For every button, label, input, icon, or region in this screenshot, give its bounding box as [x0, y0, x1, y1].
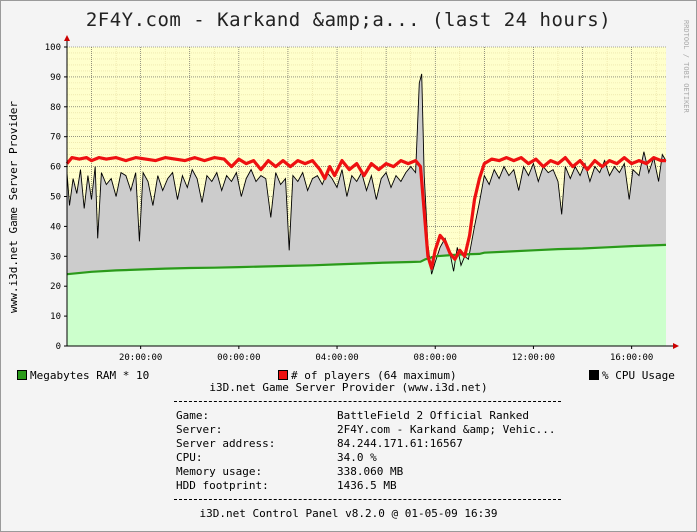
info-row: Game: BattleField 2 Official Ranked	[0, 409, 697, 423]
x-tick-label: 00:00:00	[217, 353, 260, 363]
y-tick-label: 70	[50, 133, 61, 143]
info-value: 84.244.171.61:16567	[337, 437, 463, 450]
info-key: Server:	[176, 423, 223, 436]
provider-line: i3D.net Game Server Provider (www.i3d.ne…	[209, 381, 488, 394]
info-row: Server: 2F4Y.com - Karkand &amp; Vehic...	[0, 423, 697, 437]
y-tick-label: 10	[50, 312, 61, 322]
divider-top	[174, 401, 561, 403]
info-value: 34.0 %	[337, 451, 377, 464]
info-value: 2F4Y.com - Karkand &amp; Vehic...	[337, 423, 556, 436]
info-panel: i3D.net Game Server Provider (www.i3d.ne…	[0, 381, 697, 521]
info-key: Server address:	[176, 437, 276, 450]
legend-item-cpu: % CPU Usage	[589, 369, 675, 382]
x-tick-label: 12:00:00	[512, 353, 555, 363]
y-tick-label: 40	[50, 222, 61, 232]
y-axis-arrow	[64, 35, 70, 41]
ram-area	[67, 244, 666, 346]
ram-line	[66, 243, 667, 276]
rrdtool-watermark: RRDTOOL / TOBI OETIKER	[682, 20, 690, 113]
legend-swatch-green	[17, 370, 27, 380]
footer-line: i3D.net Control Panel v8.2.0 @ 01-05-09 …	[199, 507, 498, 520]
info-row: Server address: 84.244.171.61:16567	[0, 437, 697, 451]
info-row: Memory usage: 338.060 MB	[0, 465, 697, 479]
y-tick-label: 80	[50, 103, 61, 113]
info-key: Game:	[176, 409, 210, 422]
x-tick-label: 16:00:00	[610, 353, 653, 363]
info-value: 338.060 MB	[337, 465, 404, 478]
legend-label-ram: Megabytes RAM * 10	[30, 369, 150, 382]
y-tick-label: 50	[50, 193, 61, 203]
y-tick-label: 60	[50, 163, 61, 173]
info-key: Memory usage:	[176, 465, 263, 478]
info-row: CPU: 34.0 %	[0, 451, 697, 465]
info-rows: Game: BattleField 2 Official Ranked Server…	[0, 409, 697, 493]
info-key: CPU:	[176, 451, 203, 464]
y-tick-label: 100	[45, 43, 61, 53]
x-tick-label: 20:00:00	[119, 353, 162, 363]
legend-swatch-black	[589, 370, 599, 380]
cpu-line	[66, 73, 667, 275]
info-row: HDD footprint: 1436.5 MB	[0, 479, 697, 493]
legend-item-ram: Megabytes RAM * 10	[17, 369, 149, 382]
chart-title: 2F4Y.com - Karkand &amp;a... (last 24 ho…	[85, 9, 612, 31]
divider-bottom	[174, 499, 561, 501]
chart-plot: 0 10 20 30 40 50 60 70 80 90 100 20:00:00 00:00:00 04…	[45, 35, 679, 363]
x-axis-arrow	[673, 343, 679, 349]
info-key: HDD footprint:	[176, 479, 269, 492]
info-value: BattleField 2 Official Ranked	[337, 409, 530, 422]
legend-item-players: # of players (64 maximum)	[278, 369, 457, 382]
legend-swatch-red	[278, 370, 288, 380]
players-line	[65, 156, 666, 270]
info-value: 1436.5 MB	[337, 479, 397, 492]
x-tick-label: 04:00:00	[315, 353, 358, 363]
legend-label-cpu: % CPU Usage	[602, 369, 675, 382]
y-tick-label: 30	[50, 252, 61, 262]
y-tick-label: 0	[56, 342, 61, 352]
x-tick-label: 08:00:00	[414, 353, 457, 363]
y-tick-label: 20	[50, 282, 61, 292]
legend-label-players: # of players (64 maximum)	[291, 369, 457, 382]
y-tick-label: 90	[50, 73, 61, 83]
